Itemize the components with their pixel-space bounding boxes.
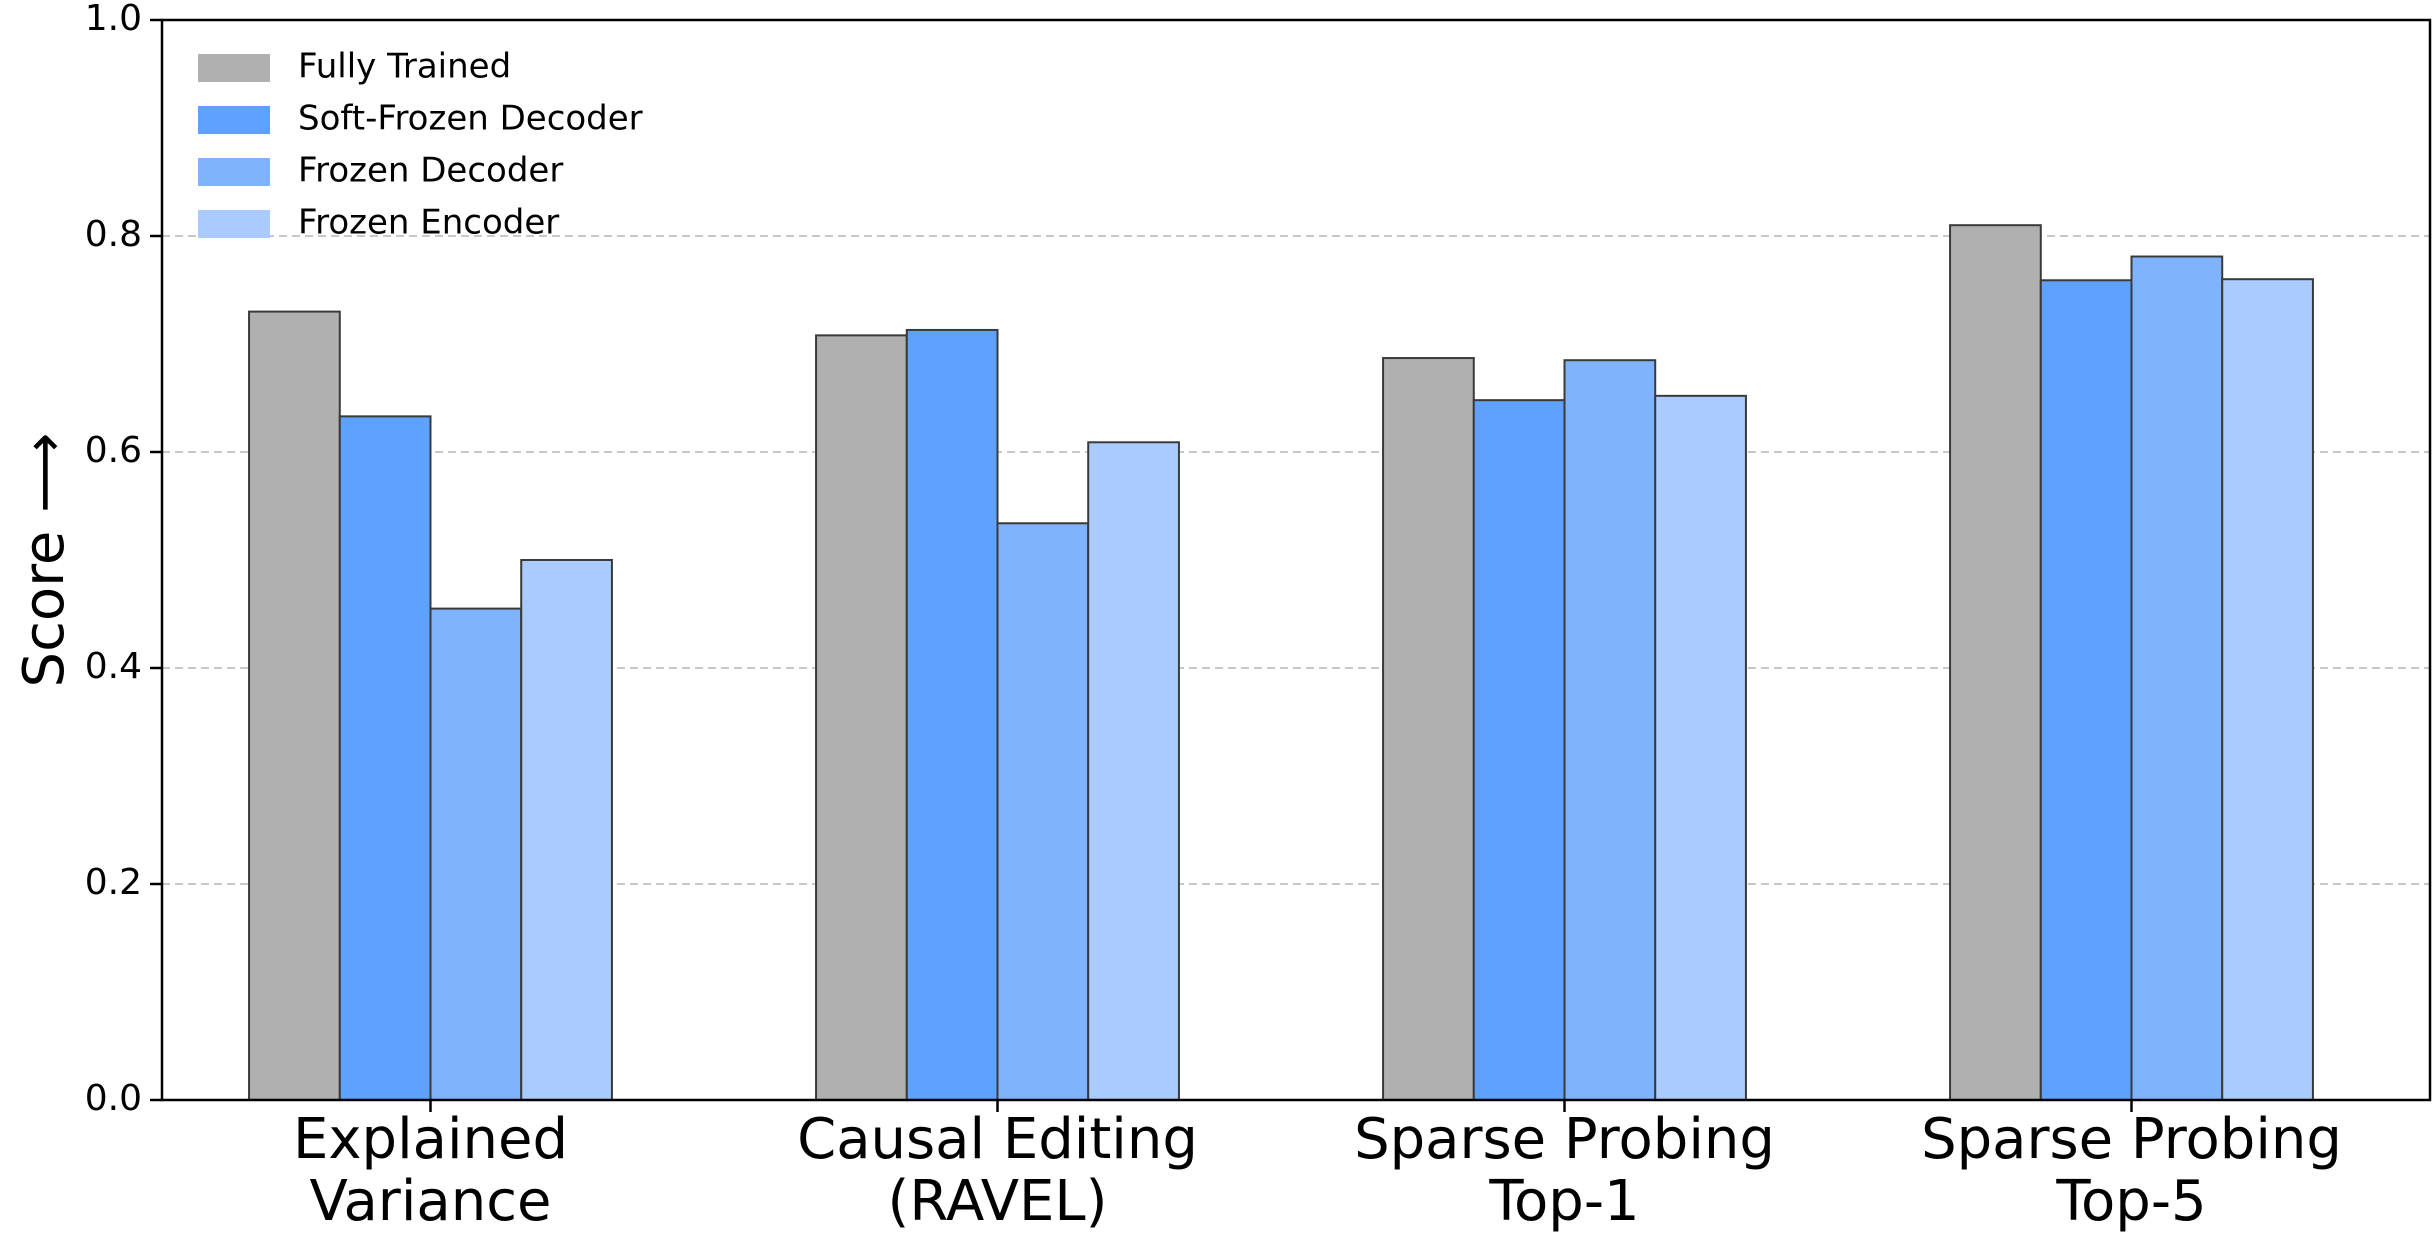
bar-3-1 bbox=[429, 607, 523, 1101]
bar-2-3 bbox=[1472, 399, 1566, 1102]
bar-4-4 bbox=[2221, 278, 2314, 1101]
y-tick-label: 0.8 bbox=[85, 214, 142, 255]
legend-label: Frozen Decoder bbox=[298, 151, 563, 191]
x-tick-label: Sparse Probing bbox=[1354, 1107, 1775, 1172]
legend-label: Soft-Frozen Decoder bbox=[298, 99, 643, 139]
y-tick-label: 0.2 bbox=[85, 862, 142, 903]
y-axis-ticks: 0.0 0.2 0.4 0.6 0.8 1.0 bbox=[85, 0, 162, 1119]
legend-swatch bbox=[198, 210, 270, 238]
bar-3-3 bbox=[1563, 359, 1657, 1101]
legend-swatch bbox=[198, 106, 270, 134]
x-tick-label: Sparse Probing bbox=[1921, 1107, 2342, 1172]
y-tick-label: 0.4 bbox=[85, 646, 142, 687]
x-tick-label: (RAVEL) bbox=[888, 1169, 1108, 1234]
y-axis-label: Score ⟶ bbox=[12, 433, 77, 688]
bar-4-1 bbox=[520, 559, 613, 1101]
y-tick-label: 0.6 bbox=[85, 430, 142, 471]
legend-swatch bbox=[198, 54, 270, 82]
legend: Fully Trained Soft-Frozen Decoder Frozen D… bbox=[198, 47, 643, 243]
bar-2-2 bbox=[905, 328, 999, 1101]
y-tick-label: 0.0 bbox=[85, 1078, 142, 1119]
bar-1-2 bbox=[815, 334, 908, 1101]
y-tick-label: 1.0 bbox=[85, 0, 142, 39]
x-tick-label: Top-5 bbox=[2055, 1169, 2206, 1234]
x-tick-label: Causal Editing bbox=[797, 1107, 1198, 1172]
bar-2-1 bbox=[338, 415, 432, 1101]
bar-1-4 bbox=[1949, 224, 2042, 1101]
x-tick-label: Variance bbox=[310, 1169, 552, 1234]
bar-4-3 bbox=[1654, 394, 1747, 1101]
bar-3-2 bbox=[996, 522, 1090, 1101]
bar-2-4 bbox=[2039, 279, 2133, 1101]
x-tick-label: Top-1 bbox=[1488, 1169, 1639, 1234]
bar-4-2 bbox=[1087, 441, 1180, 1101]
bar-1-1 bbox=[248, 310, 341, 1102]
bars bbox=[248, 224, 2314, 1102]
legend-label: Fully Trained bbox=[298, 47, 511, 87]
legend-label: Frozen Encoder bbox=[298, 203, 559, 243]
bar-3-4 bbox=[2130, 255, 2224, 1101]
plot-frame bbox=[160, 18, 2432, 1102]
legend-swatch bbox=[198, 158, 270, 186]
x-tick-label: Explained bbox=[293, 1107, 568, 1172]
bar-1-3 bbox=[1382, 357, 1475, 1102]
